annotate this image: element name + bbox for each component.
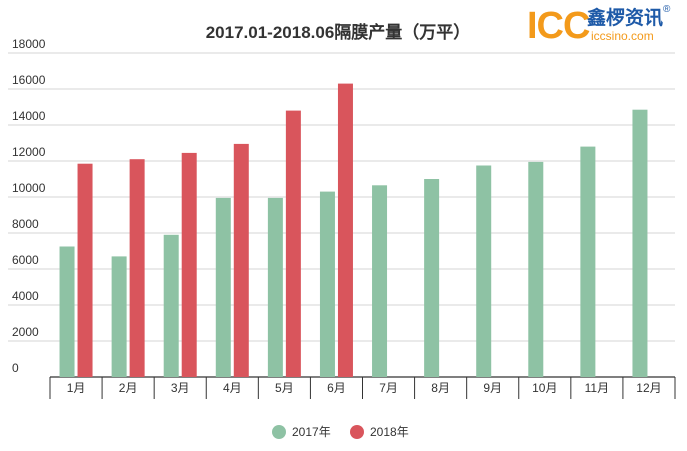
y-tick-label: 16000: [12, 73, 46, 87]
y-tick-label: 0: [12, 361, 19, 375]
logo-registered-mark: ®: [663, 4, 671, 15]
y-tick-label: 6000: [12, 253, 39, 267]
icc-logo: ICC 鑫椤资讯 ® iccsino.com: [527, 4, 677, 47]
x-tick-label: 12月: [636, 381, 661, 395]
logo-name: 鑫椤资讯: [587, 7, 664, 29]
y-tick-label: 4000: [12, 289, 39, 303]
bar-2017: [163, 234, 179, 377]
x-tick-label: 6月: [327, 381, 346, 395]
legend-marker-2017: [272, 425, 286, 439]
x-tick-label: 2月: [119, 381, 138, 395]
x-tick-label: 4月: [223, 381, 242, 395]
bar-2017: [632, 109, 648, 377]
chart-title: 2017.01-2018.06隔膜产量（万平）: [206, 22, 471, 42]
x-tick-label: 3月: [171, 381, 190, 395]
y-tick-label: 8000: [12, 217, 39, 231]
bar-2017: [267, 197, 283, 377]
bar-2018: [337, 83, 353, 377]
y-tick-label: 2000: [12, 325, 39, 339]
bar-2017: [319, 191, 335, 377]
bar-2018: [77, 163, 93, 377]
bar-2018: [181, 152, 197, 377]
x-tick-label: 9月: [483, 381, 502, 395]
bar-2018: [233, 143, 249, 377]
x-tick-label: 1月: [67, 381, 86, 395]
bar-2017: [372, 185, 388, 377]
logo-brand: ICC: [527, 5, 590, 47]
x-tick-label: 7月: [379, 381, 398, 395]
x-tick-label: 11月: [585, 381, 609, 395]
y-tick-label: 14000: [12, 109, 46, 123]
legend-label-2017: 2017年: [292, 425, 331, 439]
logo-website: iccsino.com: [591, 29, 654, 43]
x-tick-label: 5月: [275, 381, 294, 395]
x-tick-label: 8月: [431, 381, 450, 395]
bar-2017: [528, 161, 544, 377]
bar-2017: [580, 146, 596, 377]
y-tick-label: 12000: [12, 145, 46, 159]
legend-label-2018: 2018年: [370, 425, 409, 439]
legend-marker-2018: [350, 425, 364, 439]
bar-2018: [285, 110, 301, 377]
bar-2017: [59, 246, 75, 377]
bar-2018: [129, 159, 145, 377]
bar-2017: [215, 197, 231, 377]
bar-2017: [476, 165, 492, 377]
y-tick-label: 18000: [12, 37, 46, 51]
bar-2017: [111, 256, 127, 377]
x-tick-label: 10月: [532, 381, 557, 395]
bar-2017: [424, 179, 440, 377]
y-tick-label: 10000: [12, 181, 46, 195]
